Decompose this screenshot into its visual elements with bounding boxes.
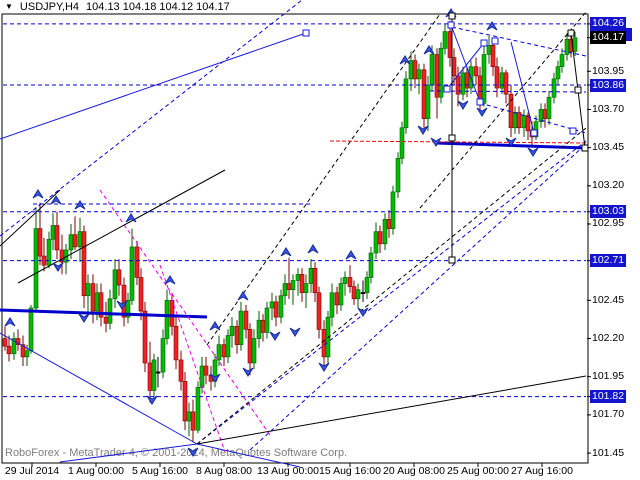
fractal-up-icon: [209, 321, 221, 331]
trendline[interactable]: [196, 140, 587, 445]
object-handle[interactable]: [567, 29, 575, 37]
time-label: 5 Aug 16:00: [131, 465, 189, 477]
fractal-down-icon: [527, 147, 539, 157]
fractal-down-icon: [116, 300, 128, 310]
fractal-up-icon: [237, 291, 249, 301]
trendline[interactable]: [159, 264, 226, 453]
chart-title-bar: ▼ USDJPY,H4 104.13 104.18 104.12 104.17: [5, 0, 230, 14]
trendline[interactable]: [0, 0, 303, 237]
trendline[interactable]: [450, 24, 481, 103]
price-label: 104.26: [590, 17, 627, 31]
fractal-up-icon: [280, 247, 292, 257]
object-handle[interactable]: [448, 12, 456, 20]
fractal-up-icon: [4, 317, 16, 327]
object-handle[interactable]: [447, 21, 455, 29]
price-label: 102.95: [592, 217, 625, 230]
time-label: 8 Aug 08:00: [195, 465, 253, 477]
price-label: 102.20: [592, 332, 625, 345]
fractal-up-icon: [307, 244, 319, 254]
trendline[interactable]: [0, 32, 307, 140]
fractal-down-icon: [52, 262, 64, 272]
object-handle[interactable]: [448, 134, 456, 142]
price-label: 101.70: [592, 408, 625, 421]
fractal-down-icon: [187, 447, 199, 457]
trendline[interactable]: [429, 90, 587, 93]
time-label: 13 Aug 00:00: [257, 465, 319, 477]
trendline[interactable]: [446, 42, 485, 90]
fractal-down-icon: [476, 107, 488, 117]
price-label: 101.82: [590, 390, 627, 404]
fractal-down-icon: [357, 307, 369, 317]
chart-dropdown-arrow-icon[interactable]: ▼: [5, 2, 13, 11]
object-handle[interactable]: [491, 37, 499, 45]
object-handle[interactable]: [476, 98, 484, 106]
price-label: 103.45: [592, 141, 625, 154]
price-label: 102.45: [592, 293, 625, 306]
trendline[interactable]: [479, 102, 587, 134]
trendline[interactable]: [419, 11, 587, 209]
trendline[interactable]: [0, 189, 61, 247]
time-label: 20 Aug 08:00: [383, 465, 445, 477]
trendline[interactable]: [59, 443, 198, 463]
fractal-up-icon: [399, 55, 411, 65]
price-label: 103.03: [590, 205, 627, 219]
trendline[interactable]: [17, 169, 226, 284]
fractal-down-icon: [318, 362, 330, 372]
fractal-up-icon: [125, 213, 137, 223]
trendline[interactable]: [0, 332, 198, 445]
fractal-up-icon: [50, 195, 62, 205]
trendline[interactable]: [99, 189, 271, 436]
trendline[interactable]: [0, 308, 208, 319]
trendline[interactable]: [249, 143, 587, 451]
object-handle[interactable]: [530, 129, 538, 137]
fractal-up-icon: [486, 21, 498, 31]
object-handle[interactable]: [302, 29, 310, 37]
object-handle[interactable]: [574, 86, 582, 94]
trendline[interactable]: [329, 140, 587, 144]
fractal-up-icon: [345, 250, 357, 260]
price-label: 102.71: [590, 254, 627, 268]
fractal-down-icon: [417, 125, 429, 135]
price-label: 101.45: [592, 446, 625, 459]
trendline[interactable]: [196, 375, 587, 445]
plot-border: [1, 13, 589, 464]
trendline[interactable]: [510, 41, 535, 134]
fractal-up-icon: [32, 189, 44, 199]
object-handle[interactable]: [569, 127, 577, 135]
trendline[interactable]: [196, 443, 301, 468]
fractal-down-icon: [209, 373, 221, 383]
price-label: 103.70: [592, 102, 625, 115]
time-label: 1 Aug 00:00: [67, 465, 125, 477]
fractal-up-icon: [74, 200, 86, 210]
fractal-up-icon: [423, 45, 435, 55]
object-handle[interactable]: [443, 85, 451, 93]
fractal-down-icon: [505, 137, 517, 147]
price-label: 103.86: [590, 78, 627, 92]
fractal-down-icon: [430, 137, 442, 147]
object-handle[interactable]: [480, 39, 488, 47]
fractal-down-icon: [146, 395, 158, 405]
fractal-down-icon: [289, 327, 301, 337]
price-label: 101.95: [592, 370, 625, 383]
copyright-watermark: RoboForex - MetaTrader 4, © 2001-2014, M…: [5, 447, 348, 459]
chart-ohlc-values: 104.13 104.18 104.12 104.17: [86, 1, 230, 13]
time-label: 25 Aug 00:00: [447, 465, 509, 477]
time-label: 29 Jul 2014: [4, 465, 60, 477]
object-handle[interactable]: [448, 256, 456, 264]
price-label: 103.20: [592, 179, 625, 192]
fractal-down-icon: [78, 313, 90, 323]
fractal-down-icon: [457, 100, 469, 110]
fractal-down-icon: [242, 367, 254, 377]
fractal-down-icon: [269, 331, 281, 341]
time-label: 15 Aug 16:00: [319, 465, 381, 477]
price-label: 104.17: [590, 31, 627, 45]
trendline[interactable]: [451, 26, 587, 57]
time-label: 27 Aug 16:00: [511, 465, 573, 477]
chart-symbol-timeframe: USDJPY,H4: [19, 1, 80, 13]
trendline[interactable]: [206, 13, 441, 346]
fractal-up-icon: [164, 275, 176, 285]
price-label: 103.95: [592, 64, 625, 77]
